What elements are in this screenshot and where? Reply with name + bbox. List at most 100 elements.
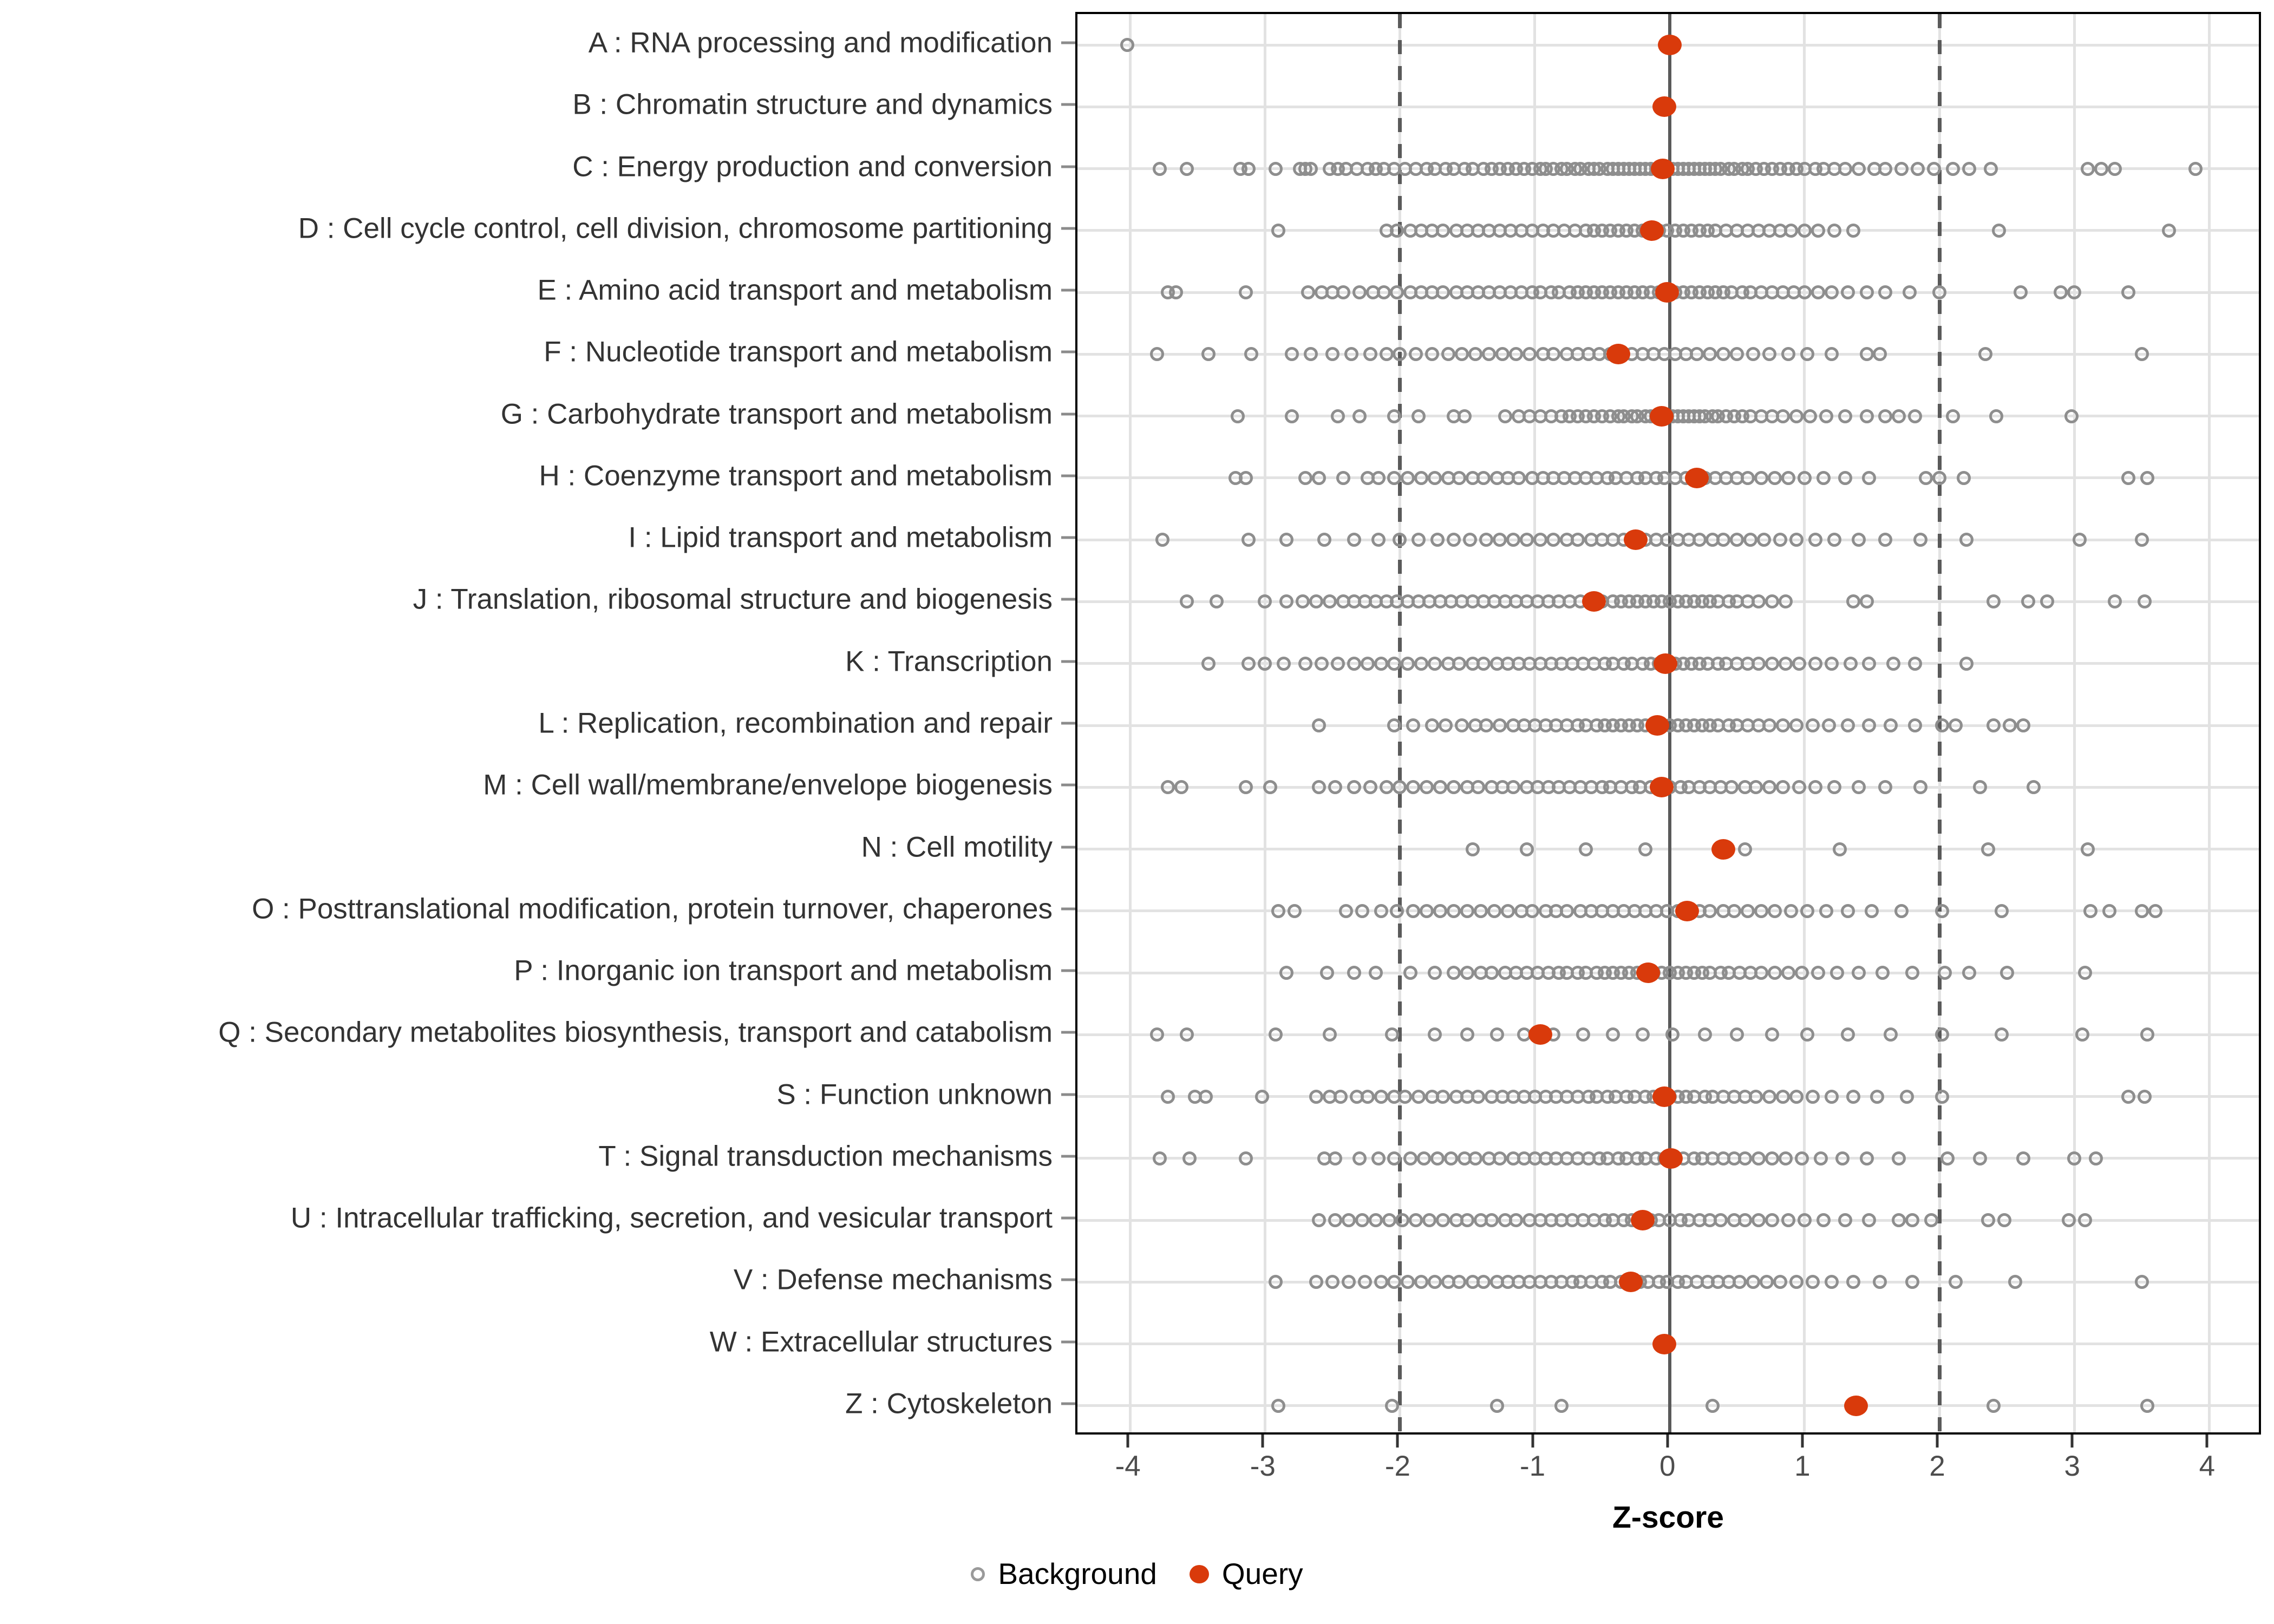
background-point (1805, 1275, 1820, 1289)
y-axis-tick (1061, 536, 1075, 539)
query-point[interactable] (1649, 777, 1674, 798)
background-point (1886, 656, 1901, 671)
background-point (1805, 1089, 1820, 1104)
background-point (1374, 1089, 1388, 1104)
background-point (1311, 718, 1326, 732)
query-point[interactable] (1657, 35, 1682, 56)
background-point (2073, 533, 2087, 547)
background-point (1805, 718, 1820, 732)
background-open-circle-icon (971, 1567, 985, 1581)
background-point (1322, 594, 1337, 609)
background-point (1258, 656, 1272, 671)
background-point (1913, 780, 1928, 795)
background-point (1398, 1089, 1413, 1104)
background-point (1892, 1213, 1906, 1228)
query-point[interactable] (1844, 1395, 1868, 1416)
background-point (1703, 347, 1717, 362)
background-point (1797, 470, 1812, 485)
background-point (1288, 903, 1302, 918)
background-point (1406, 718, 1421, 732)
background-point (1239, 1151, 1253, 1165)
background-point (1296, 594, 1310, 609)
query-point[interactable] (1655, 282, 1679, 303)
query-point[interactable] (1711, 839, 1736, 860)
query-point[interactable] (1630, 1210, 1655, 1231)
query-point[interactable] (1652, 1086, 1676, 1107)
background-point (1873, 347, 1887, 362)
background-point (2078, 966, 2093, 980)
background-point (1838, 409, 1852, 423)
query-point[interactable] (1684, 467, 1709, 488)
background-point (1776, 718, 1791, 732)
background-point (1635, 1027, 1650, 1042)
query-point[interactable] (1640, 220, 1664, 241)
background-point (2083, 903, 2098, 918)
background-point (2107, 594, 2122, 609)
background-point (1371, 1151, 1386, 1165)
query-point[interactable] (1652, 96, 1676, 117)
x-axis-tick (1666, 1435, 1669, 1448)
x-axis-tick (1126, 1435, 1129, 1448)
y-axis-tick (1061, 1402, 1075, 1405)
query-point[interactable] (1582, 591, 1606, 612)
background-point (1765, 1151, 1780, 1165)
background-point (1390, 903, 1404, 918)
background-point (1752, 656, 1766, 671)
background-point (1703, 903, 1717, 918)
background-point (1692, 533, 1707, 547)
query-point[interactable] (1618, 1272, 1643, 1293)
y-axis-tick (1061, 846, 1075, 849)
query-point[interactable] (1652, 1333, 1676, 1354)
background-point (1452, 656, 1467, 671)
query-point[interactable] (1675, 900, 1700, 921)
background-point (1776, 780, 1791, 795)
background-point (1269, 161, 1283, 176)
query-point[interactable] (1654, 653, 1678, 674)
background-point (1393, 780, 1407, 795)
query-point[interactable] (1659, 1148, 1683, 1169)
background-point (1525, 903, 1539, 918)
query-point[interactable] (1606, 344, 1631, 365)
background-point (1241, 161, 1256, 176)
background-point (1789, 1275, 1803, 1289)
background-point (1789, 1089, 1803, 1104)
background-point (1341, 1213, 1356, 1228)
query-point[interactable] (1636, 962, 1660, 984)
background-point (1390, 223, 1404, 238)
background-point (1824, 656, 1839, 671)
legend-item-background[interactable]: Background (971, 1559, 1157, 1589)
query-point[interactable] (1624, 529, 1648, 551)
background-point (1945, 161, 1960, 176)
background-point (1425, 347, 1440, 362)
background-point (1981, 842, 1995, 856)
y-axis-tick-label: W : Extracellular structures (709, 1326, 1053, 1358)
background-point (1811, 966, 1825, 980)
background-point (1794, 1151, 1809, 1165)
background-point (1749, 780, 1763, 795)
background-point (1498, 409, 1512, 423)
query-point[interactable] (1651, 158, 1675, 179)
background-point (2188, 161, 2203, 176)
background-point (1304, 347, 1318, 362)
background-point (1239, 285, 1253, 300)
query-point[interactable] (1528, 1024, 1552, 1045)
background-point (1333, 1089, 1348, 1104)
y-axis-tick (1061, 1278, 1075, 1281)
background-point (1168, 285, 1183, 300)
background-point (1357, 1275, 1372, 1289)
background-point (1908, 409, 1923, 423)
background-point (1816, 470, 1831, 485)
background-point (1835, 1151, 1850, 1165)
background-point (1727, 903, 1742, 918)
legend-item-query[interactable]: Query (1189, 1559, 1303, 1589)
x-axis-tick-label: 1 (1794, 1450, 1811, 1482)
background-point (1754, 966, 1769, 980)
query-point[interactable] (1645, 715, 1670, 736)
background-point (1884, 1027, 1898, 1042)
background-point (1894, 903, 1909, 918)
query-point[interactable] (1649, 405, 1674, 427)
y-axis-tick (1061, 41, 1075, 44)
background-point (1371, 470, 1386, 485)
background-point (1851, 533, 1866, 547)
background-point (1155, 533, 1169, 547)
